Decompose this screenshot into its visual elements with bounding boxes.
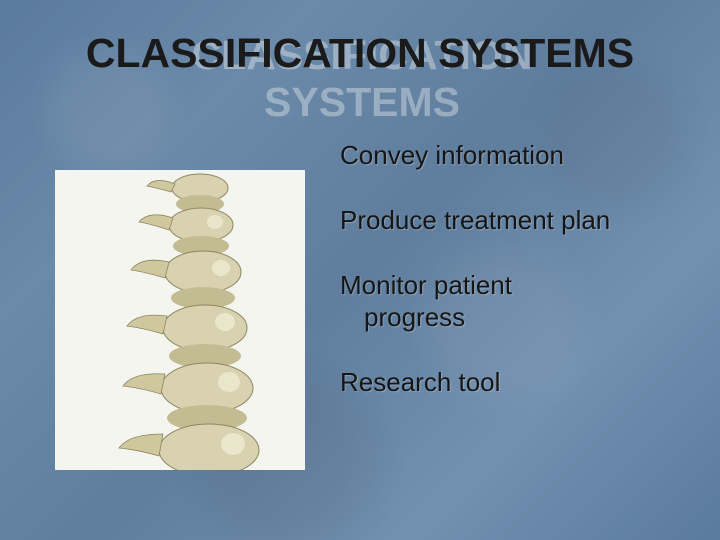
bullet-item: Research tool (340, 367, 670, 398)
bullet-text-continuation: progress (340, 302, 670, 333)
bullet-text: Monitor patient (340, 270, 512, 300)
slide-title-text: CLASSIFICATION SYSTEMS (86, 30, 634, 77)
bullet-item: Produce treatment plan (340, 205, 670, 236)
bullet-item: Monitor patient progress (340, 270, 670, 332)
bullet-text: Produce treatment plan (340, 205, 610, 235)
slide: CLASSIFICATION SYSTEMS CLASSIFICATION SY… (0, 0, 720, 540)
bullet-text: Convey information (340, 140, 564, 170)
spine-svg (55, 170, 305, 470)
spine-image (55, 170, 305, 470)
bullet-text: Research tool (340, 367, 500, 397)
bullet-item: Convey information (340, 140, 670, 171)
bullet-list: Convey information Produce treatment pla… (340, 140, 670, 432)
slide-title: CLASSIFICATION SYSTEMS CLASSIFICATION SY… (40, 30, 680, 77)
